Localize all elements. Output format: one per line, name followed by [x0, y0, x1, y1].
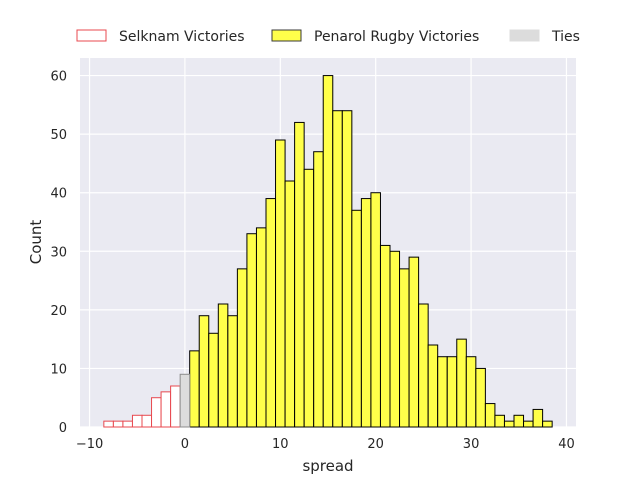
bar: [160, 391, 172, 428]
bar: [360, 198, 372, 428]
bar: [484, 403, 496, 428]
bar: [351, 209, 362, 428]
bar: [265, 198, 277, 428]
bar: [131, 414, 143, 428]
bar: [370, 192, 381, 428]
bars: [103, 75, 553, 428]
legend: Selknam Victories Penarol Rugby Victories…: [76, 29, 580, 45]
y-axis-ticks: 0 10 20 30 40 50 60: [50, 70, 67, 436]
y-tick-label: 20: [50, 304, 67, 319]
x-axis-ticks: −10 0 10 20 30 40: [76, 437, 575, 452]
y-tick-label: 10: [50, 362, 67, 377]
bar: [532, 408, 544, 428]
y-tick-label: 0: [59, 421, 67, 436]
bar: [437, 356, 448, 428]
x-tick-label: −10: [76, 437, 103, 452]
legend-item: Ties: [509, 29, 580, 45]
x-axis-label: spread: [302, 457, 353, 475]
bar: [255, 227, 267, 428]
bar: [227, 315, 238, 428]
bar: [475, 367, 486, 428]
bar: [217, 303, 229, 428]
bar: [246, 233, 257, 428]
bar: [189, 350, 200, 428]
bar: [456, 338, 467, 428]
bar: [379, 244, 391, 428]
legend-item: Penarol Rugby Victories: [271, 29, 479, 45]
x-tick-label: 30: [463, 437, 480, 452]
bar: [275, 139, 286, 428]
bar: [408, 256, 420, 428]
legend-swatch: [76, 29, 107, 42]
bar: [494, 414, 505, 428]
bar: [122, 420, 133, 428]
bar: [523, 420, 534, 428]
bar: [542, 420, 553, 428]
bar: [322, 75, 334, 428]
y-tick-label: 60: [50, 70, 67, 85]
bar: [465, 356, 477, 428]
legend-swatch: [509, 29, 540, 42]
bar: [198, 315, 210, 428]
bar: [399, 268, 410, 428]
legend-label: Ties: [551, 29, 580, 45]
bar: [179, 373, 191, 428]
bar: [503, 420, 515, 428]
bar: [103, 420, 114, 428]
y-tick-label: 40: [50, 187, 67, 202]
y-axis-label: Count: [27, 220, 45, 265]
legend-label: Penarol Rugby Victories: [314, 29, 479, 45]
x-tick-label: 40: [558, 437, 575, 452]
legend-swatch: [271, 29, 302, 42]
bar: [151, 397, 162, 428]
bar: [427, 344, 439, 428]
bar: [389, 250, 401, 428]
bar: [513, 414, 525, 428]
bar: [208, 332, 219, 428]
legend-label: Selknam Victories: [119, 29, 245, 45]
bar: [236, 268, 248, 428]
bar: [418, 303, 429, 428]
bar: [112, 420, 124, 428]
bar: [341, 110, 353, 428]
x-tick-label: 20: [367, 437, 384, 452]
y-tick-label: 50: [50, 128, 67, 143]
bar: [294, 121, 305, 428]
legend-item: Selknam Victories: [76, 29, 245, 45]
x-tick-label: 0: [181, 437, 189, 452]
bar: [303, 168, 315, 428]
bar: [141, 414, 153, 428]
bar: [332, 110, 343, 428]
y-tick-label: 30: [50, 245, 67, 260]
bar: [170, 385, 181, 428]
bar: [313, 151, 324, 428]
bar: [446, 356, 458, 428]
bar: [284, 180, 296, 428]
x-tick-label: 10: [272, 437, 289, 452]
